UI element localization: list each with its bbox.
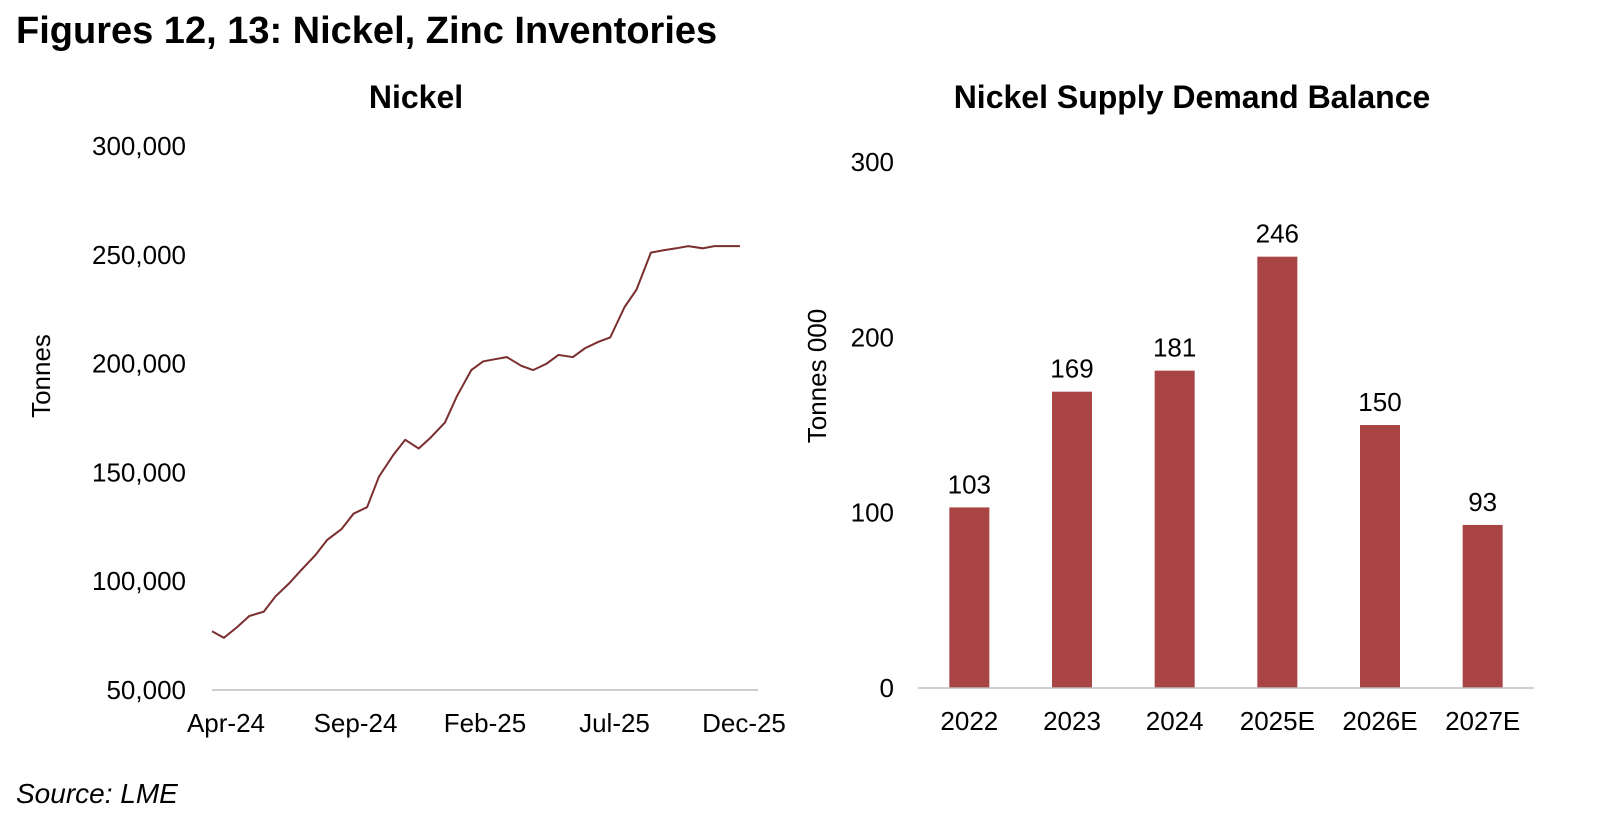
x-tick-label: Feb-25 [444,708,526,738]
nickel-balance-chart-y-axis-label: Tonnes 000 [802,309,832,443]
bar-value-label: 181 [1153,333,1196,363]
x-tick-label: Apr-24 [187,708,265,738]
x-tick-label: Dec-25 [702,708,786,738]
x-tick-label: Sep-24 [314,708,398,738]
nickel-inventory-series-line [211,245,740,640]
y-tick-label: 300,000 [92,131,186,161]
x-tick-label: 2024 [1146,706,1204,736]
nickel-balance-chart-bars: 103 2022 169 2023 181 2024 246 2025E 150 2026E 93 2… [940,219,1520,736]
x-tick-label: 2023 [1043,706,1101,736]
x-tick-label: Jul-25 [579,708,650,738]
bar-2027E [1462,524,1503,688]
source-note: Source: LME [16,778,178,809]
bar-value-label: 150 [1358,387,1401,417]
nickel-line-chart-title: Nickel [369,79,463,115]
x-tick-label: 2026E [1342,706,1417,736]
nickel-balance-chart-y-ticks: 0 100 200 300 [851,147,894,703]
nickel-balance-bar-chart: Nickel Supply Demand Balance Tonnes 000 … [802,79,1534,736]
y-tick-label: 150,000 [92,457,186,487]
x-tick-label: 2027E [1445,706,1520,736]
nickel-balance-chart-title: Nickel Supply Demand Balance [954,79,1431,115]
y-tick-label: 50,000 [106,675,186,705]
figure-title: Figures 12, 13: Nickel, Zinc Inventories [16,10,718,52]
bar-value-label: 103 [948,469,991,499]
bar-value-label: 169 [1050,354,1093,384]
y-tick-label: 0 [880,673,894,703]
nickel-line-chart-y-ticks: 50,000 100,000 150,000 200,000 250,000 300,00… [92,131,186,705]
y-tick-label: 250,000 [92,240,186,270]
bar-2025E [1257,256,1298,688]
bar-value-label: 246 [1256,219,1299,249]
y-tick-label: 100,000 [92,566,186,596]
bar-2022 [949,507,990,688]
bar-2023 [1052,391,1092,688]
x-tick-label: 2025E [1240,706,1315,736]
nickel-line-chart-x-ticks: Apr-24 Sep-24 Feb-25 Jul-25 Dec-25 [187,708,786,738]
y-tick-label: 100 [851,498,894,528]
nickel-line-chart-y-axis-label: Tonnes [26,334,56,418]
bar-value-label: 93 [1468,487,1497,517]
y-tick-label: 200,000 [92,349,186,379]
y-tick-label: 300 [851,147,894,177]
bar-2026E [1360,425,1400,688]
x-tick-label: 2022 [940,706,998,736]
nickel-inventory-line-chart: Nickel Tonnes 50,000 100,000 150,000 200,00… [26,79,786,738]
bar-2024 [1154,370,1195,688]
y-tick-label: 200 [851,322,894,352]
